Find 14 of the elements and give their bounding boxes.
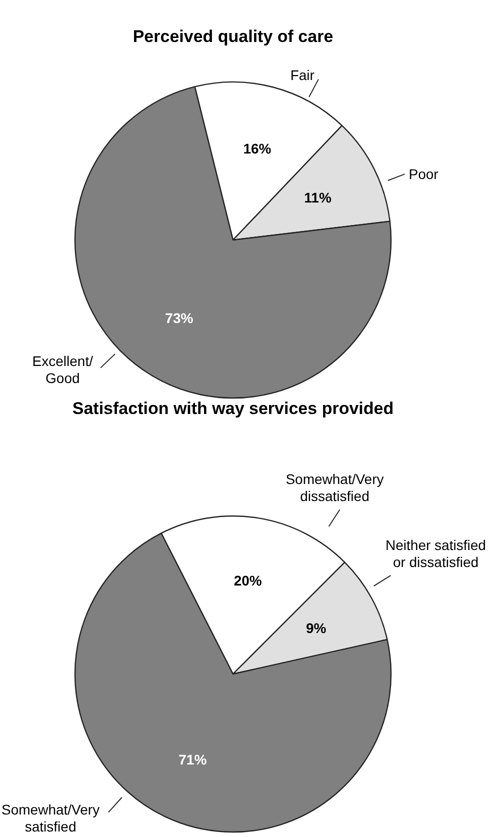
slice-label: Somewhat/Very dissatisfied — [286, 471, 384, 504]
chart-title: Perceived quality of care — [132, 27, 334, 46]
data-label: 71% — [178, 752, 208, 768]
data-label: 9% — [306, 620, 327, 636]
chart-title: Satisfaction with way services provided — [72, 399, 394, 418]
slice-label: Somewhat/Very satisfied — [2, 802, 100, 835]
data-label: 11% — [304, 189, 332, 206]
data-label: 16% — [243, 140, 272, 156]
data-label: 73% — [165, 310, 194, 326]
slice-label: Poor — [408, 166, 439, 182]
slice-label: Neither satisfied or dissatisfied — [386, 536, 486, 570]
slice-label: Excellent/ Good — [32, 353, 94, 386]
data-label: 20% — [234, 572, 262, 588]
slice-label: Fair — [290, 67, 315, 84]
